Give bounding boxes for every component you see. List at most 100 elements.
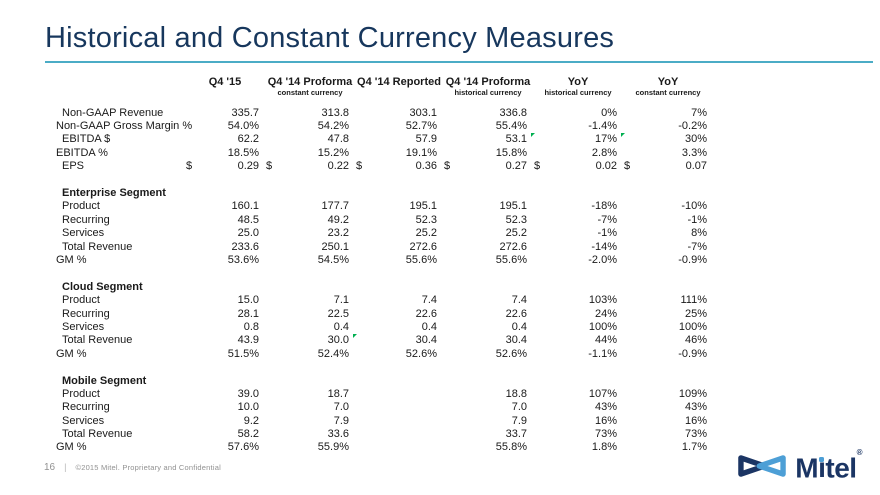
table-row: Recurring 28.1 22.5 22.6 22.6 24% 25% [45,307,713,320]
cell-value: $0.36 [356,160,437,173]
table-row: Recurring 10.0 7.0 7.0 43% 43% [45,401,713,414]
cell-value: 18.5% [227,146,259,159]
column-header: YoY constant currency [623,76,713,97]
cell-value: 7.9 [511,414,527,427]
cell-value: $0.02 [534,160,617,173]
cell-value: 177.7 [321,200,349,213]
table-row: GM % 53.6% 54.5% 55.6% 55.6% -2.0% -0.9% [45,253,713,266]
cell-value: 16% [594,414,617,427]
cell-value: 7.1 [333,294,349,307]
table-row: Total Revenue 43.9 30.0 30.4 30.4 44% 46% [45,334,713,347]
cell-value: 15.8% [495,146,527,159]
cell-value: 19.1% [405,146,437,159]
cell-value: -1.4% [588,120,617,133]
cell-value: 57.6% [227,441,259,454]
table-row: Total Revenue 58.2 33.6 33.7 73% 73% [45,427,713,440]
row-label: Services [62,320,105,333]
cell-value: 30.4 [505,334,527,347]
table-row: GM % 57.6% 55.9% 55.8% 1.8% 1.7% [45,441,713,454]
cell-value: 28.1 [237,307,259,320]
row-label: Services [62,227,105,240]
cell-value: -7% [687,240,707,253]
cell-value: 30.0 [265,334,357,346]
copyright-text: ©2015 Mitel. Proprietary and Confidentia… [75,463,221,472]
row-label: Product [62,294,100,307]
cell-value: 52.7% [405,120,437,133]
cell-value: 2.8% [591,146,617,159]
table-row: Services 9.2 7.9 7.9 16% 16% [45,414,713,427]
row-label: EBITDA $ [62,133,111,146]
cell-value: 54.5% [317,253,349,266]
row-label: Cloud Segment [62,280,143,293]
cell-value: 1.7% [681,441,707,454]
cell-value: 55.4% [495,120,527,133]
row-label: Services [62,414,105,427]
cell-value: 55.6% [405,253,437,266]
cell-value: -0.9% [678,347,707,360]
cell-value: 100% [588,320,617,333]
column-header: YoY historical currency [533,76,623,97]
cell-value: $0.29 [186,160,259,173]
cell-value: 7.9 [333,414,349,427]
page-number: 16 [44,462,56,473]
cell-value: 25% [684,307,707,320]
cell-value: 1.8% [591,441,617,454]
cell-value: 52.3 [505,213,527,226]
section-header-row: Cloud Segment [45,280,713,293]
cell-value: 7.4 [421,294,437,307]
cell-value: 52.6% [405,347,437,360]
cell-value: $0.27 [444,160,527,173]
table-row: GM % 51.5% 52.4% 52.6% 52.6% -1.1% -0.9% [45,347,713,360]
cell-value: -14% [591,240,617,253]
cell-value: -1% [687,213,707,226]
cell-value: 0% [601,106,617,119]
cell-value: 18.8 [505,387,527,400]
cell-value: 336.8 [499,106,527,119]
table-row: Services 25.0 23.2 25.2 25.2 -1% 8% [45,227,713,240]
cell-value: 303.1 [409,106,437,119]
mitel-logo: Mı tel® [735,448,863,485]
spacer-row [45,267,713,280]
table-row: Product 15.0 7.1 7.4 7.4 103% 111% [45,293,713,306]
cell-value: 7% [691,106,707,119]
cell-value: 39.0 [237,387,259,400]
cell-value: 52.4% [317,347,349,360]
section-header-row: Enterprise Segment [45,186,713,199]
cell-value: 313.8 [321,106,349,119]
cell-value: 9.2 [243,414,259,427]
cell-value: 52.6% [495,347,527,360]
cell-value: 43.9 [237,334,259,347]
table-row: EPS $0.29 $0.22 $0.36 $0.27 $0.02 $0.07 [45,160,713,173]
cell-value: 73% [684,428,707,441]
cell-value: $0.07 [624,160,707,173]
cell-value: 55.8% [495,441,527,454]
row-label: Product [62,200,100,213]
row-label: EBITDA % [56,146,108,159]
cell-value: 33.6 [327,428,349,441]
cell-value: 10.0 [237,401,259,414]
table-row: Product 160.1 177.7 195.1 195.1 -18% -10% [45,200,713,213]
row-label: Recurring [62,401,110,414]
dollar-sign: $ [356,160,363,173]
cell-value: 25.2 [415,227,437,240]
cell-value: 43% [684,401,707,414]
cell-value: 54.0% [227,120,259,133]
cell-value: 7.0 [333,401,349,414]
row-label: Mobile Segment [62,374,147,387]
cell-value: 62.2 [237,133,259,146]
cell-value: 51.5% [227,347,259,360]
cell-value: 107% [588,387,617,400]
cell-value: -1% [597,227,617,240]
cell-value: 15.0 [237,294,259,307]
comment-marker-icon [531,133,535,138]
table-row: Recurring 48.5 49.2 52.3 52.3 -7% -1% [45,213,713,226]
cell-value: 30.4 [415,334,437,347]
column-header: Q4 '15 [208,76,242,88]
cell-value: 47.8 [327,133,349,146]
cell-value: 30% [684,133,707,146]
cell-value: -0.2% [678,120,707,133]
cell-value: 15.2% [317,146,349,159]
cell-value: 22.6 [415,307,437,320]
cell-value: -7% [597,213,617,226]
